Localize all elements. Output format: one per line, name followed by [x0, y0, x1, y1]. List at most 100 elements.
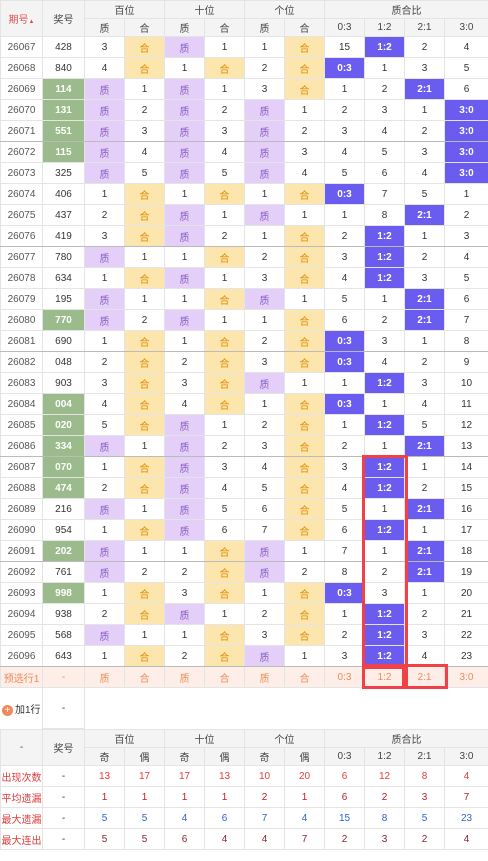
- issue: 26093: [0, 582, 43, 604]
- preselect-cell[interactable]: 2:1: [404, 666, 445, 688]
- trend-row: 26078 634 1 合质 1 3 合 4 1:2 3 5: [0, 267, 488, 289]
- cell: 合: [124, 456, 165, 478]
- cell: 2: [244, 414, 285, 436]
- stat-value: 1: [164, 786, 205, 808]
- stat-number: -: [42, 807, 85, 829]
- cell: 合: [284, 477, 325, 499]
- trend-row: 26095 568 质 1 1 合 3 合 2 1:2 3 22: [0, 624, 488, 646]
- draw-number: 406: [42, 183, 85, 205]
- draw-number: 643: [42, 645, 85, 667]
- cell: 4: [404, 645, 445, 667]
- draw-number: 004: [42, 393, 85, 415]
- cell: 3: [324, 246, 365, 268]
- issue: 26081: [0, 330, 43, 352]
- cell: 2: [164, 645, 205, 667]
- stat-value: 5: [124, 828, 165, 850]
- cell: 2: [404, 351, 445, 373]
- cell: 1: [164, 540, 205, 562]
- stat-number: -: [42, 786, 85, 808]
- cell: 1: [84, 645, 125, 667]
- cell: 3: [204, 120, 245, 142]
- cell: 3: [364, 582, 405, 604]
- cell: 3: [244, 267, 285, 289]
- cell: 5: [364, 141, 405, 163]
- cell: 1: [164, 246, 205, 268]
- preselect-cell[interactable]: 合: [124, 666, 165, 688]
- add-icon[interactable]: +: [1, 704, 13, 716]
- cell: 质: [84, 498, 125, 520]
- cell: 1:2: [364, 456, 405, 478]
- cell: 合: [124, 351, 165, 373]
- cell: 5: [444, 57, 488, 79]
- cell: 4: [164, 393, 205, 415]
- issue: 26078: [0, 267, 43, 289]
- cell: 1: [244, 582, 285, 604]
- stat-value: 2: [364, 786, 405, 808]
- cell: 15: [444, 477, 488, 499]
- cell: 1: [204, 414, 245, 436]
- cell: 质: [244, 288, 285, 310]
- cell: 10: [444, 372, 488, 394]
- preselect-cell[interactable]: 合: [204, 666, 245, 688]
- cell: 1: [404, 519, 445, 541]
- cell: 质: [164, 120, 205, 142]
- cell: 合: [204, 372, 245, 394]
- stat-value: 12: [364, 765, 405, 787]
- cell: 质: [164, 204, 205, 226]
- stat-value: 8: [404, 765, 445, 787]
- stat-value: 2: [404, 828, 445, 850]
- cell: 20: [444, 582, 488, 604]
- cell: 合: [124, 393, 165, 415]
- cell: 合: [284, 183, 325, 205]
- cell: 1: [284, 99, 325, 121]
- cell: 质: [84, 435, 125, 457]
- cell: 2:1: [404, 288, 445, 310]
- preselect-cell[interactable]: 质: [164, 666, 205, 688]
- cell: 4: [124, 141, 165, 163]
- cell: 0:3: [324, 393, 365, 415]
- draw-number: 428: [42, 36, 85, 58]
- add-row-value: -: [42, 687, 85, 729]
- header-sub: 质: [164, 18, 205, 37]
- preselect-cell[interactable]: 质: [84, 666, 125, 688]
- stat-value: 4: [284, 807, 325, 829]
- cell: 3: [404, 267, 445, 289]
- trend-row: 26093 998 1 合 3 合 1 合 0:3 3 1 20: [0, 582, 488, 604]
- cell: 1: [124, 624, 165, 646]
- cell: 3: [164, 372, 205, 394]
- preselect-cell[interactable]: 3:0: [444, 666, 488, 688]
- header-sub: 质: [84, 18, 125, 37]
- stat-value: 2: [244, 786, 285, 808]
- cell: 3: [244, 624, 285, 646]
- cell: 合: [284, 57, 325, 79]
- cell: 质: [244, 372, 285, 394]
- issue: 26091: [0, 540, 43, 562]
- cell: 2: [324, 99, 365, 121]
- preselect-cell[interactable]: 质: [244, 666, 285, 688]
- cell: 1: [204, 267, 245, 289]
- cell: 质: [164, 78, 205, 100]
- stat-value: 4: [244, 828, 285, 850]
- cell: 质: [84, 120, 125, 142]
- cell: 质: [164, 267, 205, 289]
- cell: 4: [204, 141, 245, 163]
- cell: 1: [164, 330, 205, 352]
- cell: 合: [284, 246, 325, 268]
- preselect-cell[interactable]: 合: [284, 666, 325, 688]
- issue: 26089: [0, 498, 43, 520]
- sort-icon[interactable]: ▲: [28, 19, 35, 25]
- cell: 1: [124, 78, 165, 100]
- cell: 21: [444, 603, 488, 625]
- cell: 2: [164, 561, 205, 583]
- cell: 合: [204, 561, 245, 583]
- preselect-cell[interactable]: 0:3: [324, 666, 365, 688]
- preselect-cell[interactable]: 1:2: [364, 666, 405, 688]
- cell: 1: [124, 246, 165, 268]
- cell: 质: [164, 162, 205, 184]
- cell: 1:2: [364, 414, 405, 436]
- cell: 1:2: [364, 519, 405, 541]
- footer-number: 奖号: [42, 729, 85, 766]
- add-row-button[interactable]: 加1行: [14, 704, 41, 716]
- cell: 11: [444, 393, 488, 415]
- cell: 1: [404, 99, 445, 121]
